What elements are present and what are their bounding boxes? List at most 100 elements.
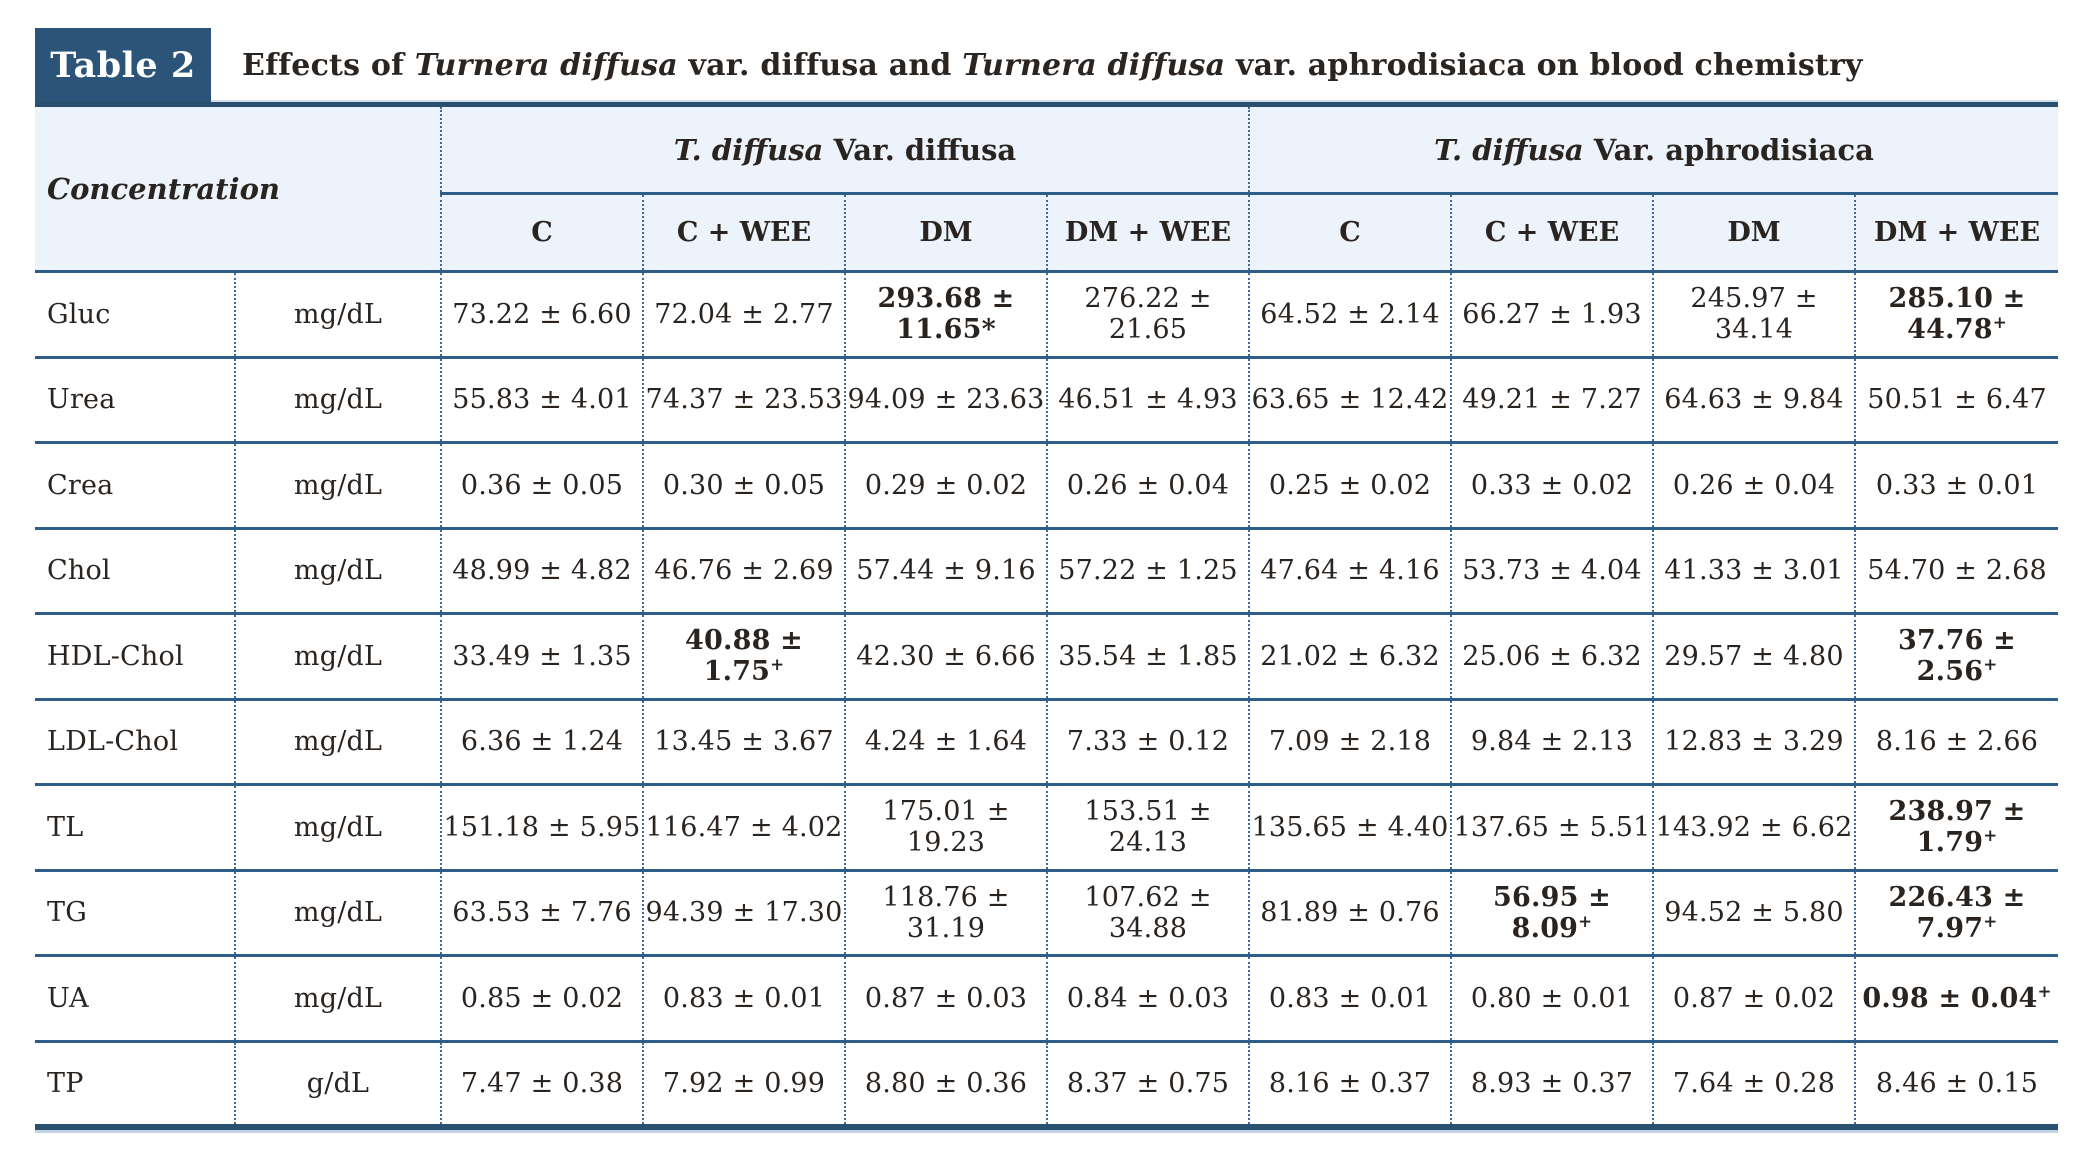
table-row-hdl-chol: HDL-Chol mg/dL 33.49 ± 1.35 40.88 ± 1.75+ 42…: [35, 612, 2059, 699]
col-header-c: C: [440, 193, 644, 272]
significance-marker: +: [1983, 654, 1998, 675]
value-cell: 0.25 ± 0.02: [1248, 441, 1452, 528]
col-header-c: C: [1248, 193, 1452, 272]
significance-marker: +: [770, 654, 785, 675]
unit-cell: mg/dL: [233, 868, 442, 956]
table-row-ldl-chol: LDL-Chol mg/dL 6.36 ± 1.24 13.45 ± 3.67 4.24…: [35, 697, 2059, 785]
unit-cell: g/dL: [233, 1039, 442, 1127]
value-cell: 0.29 ± 0.02: [844, 441, 1048, 528]
value-cell: 151.18 ± 5.95: [440, 783, 644, 870]
table-row-ua: UA mg/dL 0.85 ± 0.02 0.83 ± 0.01 0.87 ± 0.03…: [35, 954, 2059, 1041]
unit-cell: mg/dL: [233, 270, 442, 357]
col-header-c-plus-wee: C + WEE: [1450, 193, 1654, 272]
value-cell: 54.70 ± 2.68: [1854, 526, 2059, 614]
value-cell: 74.37 ± 23.53: [642, 355, 846, 443]
blood-chemistry-table: Concentration T. diffusa Var. diffusa T.…: [35, 102, 2059, 1130]
col-header-dm-plus-wee: DM + WEE: [1046, 193, 1250, 272]
unit-cell: mg/dL: [233, 612, 442, 699]
param-cell: LDL-Chol: [35, 697, 235, 785]
value-cell: 8.46 ± 0.15: [1854, 1039, 2059, 1127]
value-cell: 245.97 ± 34.14: [1652, 270, 1856, 357]
value-cell: 33.49 ± 1.35: [440, 612, 644, 699]
value-cell: 0.84 ± 0.03: [1046, 954, 1250, 1041]
group-header-var-aphrodisiaca: T. diffusa Var. aphrodisiaca: [1248, 104, 2059, 195]
value-cell: 55.83 ± 4.01: [440, 355, 644, 443]
value-cell: 46.51 ± 4.93: [1046, 355, 1250, 443]
value-cell: 21.02 ± 6.32: [1248, 612, 1452, 699]
value-cell: 0.26 ± 0.04: [1652, 441, 1856, 528]
value-cell: 46.76 ± 2.69: [642, 526, 846, 614]
value-cell: 94.09 ± 23.63: [844, 355, 1048, 443]
value-cell: 0.80 ± 0.01: [1450, 954, 1654, 1041]
col-header-c-plus-wee: C + WEE: [642, 193, 846, 272]
value-cell: 0.33 ± 0.02: [1450, 441, 1654, 528]
param-cell: TG: [35, 868, 235, 956]
value-cell: 57.44 ± 9.16: [844, 526, 1048, 614]
value-cell: 73.22 ± 6.60: [440, 270, 644, 357]
table-number-label: Table 2: [35, 28, 211, 102]
group-header-var-diffusa: T. diffusa Var. diffusa: [440, 104, 1250, 195]
value-cell: 226.43 ± 7.97+: [1854, 868, 2059, 956]
value-cell: 63.53 ± 7.76: [440, 868, 644, 956]
param-cell: UA: [35, 954, 235, 1041]
species-name-italic: Turnera diffusa: [962, 47, 1226, 83]
significance-marker: +: [1983, 910, 1998, 931]
value-cell: 29.57 ± 4.80: [1652, 612, 1856, 699]
value-cell: 4.24 ± 1.64: [844, 697, 1048, 785]
value-cell: 56.95 ± 8.09+: [1450, 868, 1654, 956]
group-variety-label: Var. diffusa: [823, 132, 1017, 167]
caption-text-part: var. diffusa and: [677, 47, 963, 83]
col-header-dm-plus-wee: DM + WEE: [1854, 193, 2059, 272]
group-header-row: Concentration T. diffusa Var. diffusa T.…: [35, 104, 2059, 272]
value-cell: 8.93 ± 0.37: [1450, 1039, 1654, 1127]
value-cell: 118.76 ± 31.19: [844, 868, 1048, 956]
value-cell: 9.84 ± 2.13: [1450, 697, 1654, 785]
value-cell: 64.52 ± 2.14: [1248, 270, 1452, 357]
unit-cell: mg/dL: [233, 526, 442, 614]
value-cell: 0.26 ± 0.04: [1046, 441, 1250, 528]
value-cell: 12.83 ± 3.29: [1652, 697, 1856, 785]
col-header-dm: DM: [1652, 193, 1856, 272]
value-cell: 8.80 ± 0.36: [844, 1039, 1048, 1127]
value-cell: 41.33 ± 3.01: [1652, 526, 1856, 614]
value-cell: 35.54 ± 1.85: [1046, 612, 1250, 699]
table-row-tp: TP g/dL 7.47 ± 0.38 7.92 ± 0.99 8.80 ± 0.36 8…: [35, 1039, 2059, 1127]
param-cell: HDL-Chol: [35, 612, 235, 699]
table-row-tg: TG mg/dL 63.53 ± 7.76 94.39 ± 17.30 118.76 ±…: [35, 868, 2059, 956]
value-cell: 143.92 ± 6.62: [1652, 783, 1856, 870]
value-cell: 48.99 ± 4.82: [440, 526, 644, 614]
table-row-urea: Urea mg/dL 55.83 ± 4.01 74.37 ± 23.53 94.09 …: [35, 355, 2059, 443]
unit-cell: mg/dL: [233, 441, 442, 528]
value-cell: 25.06 ± 6.32: [1450, 612, 1654, 699]
caption-text-part: Effects of: [242, 47, 415, 83]
value-cell: 81.89 ± 0.76: [1248, 868, 1452, 956]
value-cell: 0.87 ± 0.02: [1652, 954, 1856, 1041]
value-cell: 153.51 ± 24.13: [1046, 783, 1250, 870]
unit-cell: mg/dL: [233, 697, 442, 785]
value-cell: 66.27 ± 1.93: [1450, 270, 1654, 357]
value-cell: 238.97 ± 1.79+: [1854, 783, 2059, 870]
value-cell: 8.16 ± 2.66: [1854, 697, 2059, 785]
param-cell: Chol: [35, 526, 235, 614]
concentration-header: Concentration: [35, 104, 442, 272]
value-cell: 63.65 ± 12.42: [1248, 355, 1452, 443]
value-cell: 293.68 ± 11.65*: [844, 270, 1048, 357]
table-row-gluc: Gluc mg/dL 73.22 ± 6.60 72.04 ± 2.77 293.68 …: [35, 270, 2059, 357]
value-cell: 175.01 ± 19.23: [844, 783, 1048, 870]
value-cell: 0.36 ± 0.05: [440, 441, 644, 528]
value-cell: 276.22 ± 21.65: [1046, 270, 1250, 357]
value-cell: 7.33 ± 0.12: [1046, 697, 1250, 785]
value-cell: 57.22 ± 1.25: [1046, 526, 1250, 614]
significance-marker: +: [2037, 980, 2052, 1001]
param-cell: TP: [35, 1039, 235, 1127]
value-cell: 53.73 ± 4.04: [1450, 526, 1654, 614]
value-cell: 0.30 ± 0.05: [642, 441, 846, 528]
value-cell: 94.39 ± 17.30: [642, 868, 846, 956]
param-cell: Urea: [35, 355, 235, 443]
table-row-tl: TL mg/dL 151.18 ± 5.95 116.47 ± 4.02 175.01 …: [35, 783, 2059, 870]
value-cell: 7.47 ± 0.38: [440, 1039, 644, 1127]
significance-marker: +: [1578, 910, 1593, 931]
value-cell: 7.09 ± 2.18: [1248, 697, 1452, 785]
